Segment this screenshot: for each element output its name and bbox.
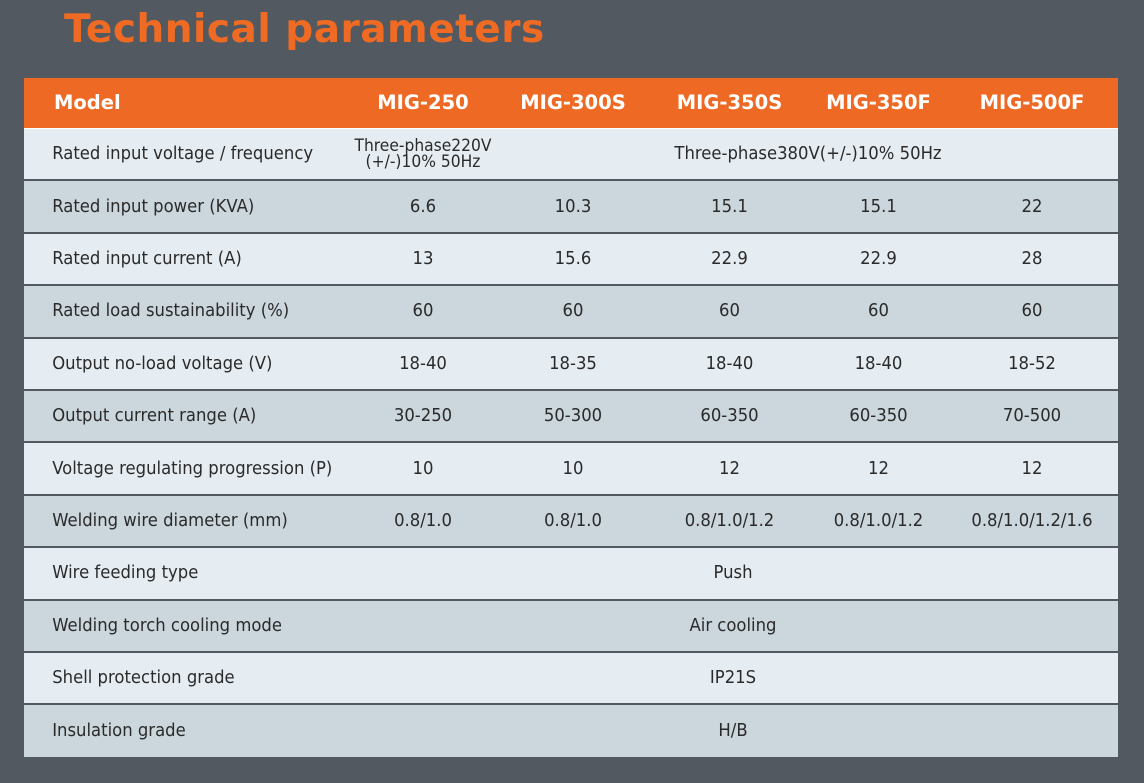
table-cell: H/B	[718, 720, 748, 741]
header-mig-350s: MIG-350S	[648, 78, 811, 129]
cell-line: (+/-)10% 50Hz	[365, 151, 481, 171]
table-cell: 10	[352, 442, 494, 496]
header-mig-350f: MIG-350F	[811, 78, 946, 129]
header-mig-300s: MIG-300S	[498, 78, 648, 129]
table-row: Insulation grade H/B	[24, 704, 1118, 757]
table-row: Rated input current (A) 13 15.6 22.9 22.…	[24, 232, 1118, 287]
table-cell: 18-52	[951, 337, 1113, 391]
page-title: Technical parameters	[64, 7, 545, 52]
header-mig-500f: MIG-500F	[946, 78, 1118, 129]
table-cell: 12	[951, 442, 1113, 496]
header-mig-250: MIG-250	[348, 78, 498, 129]
row-label: Rated load sustainability (%)	[24, 285, 329, 339]
table-cell: 0.8/1.0	[502, 494, 644, 549]
table-cell: 18-40	[352, 337, 494, 391]
table-row: Rated input voltage / frequency Three-ph…	[24, 128, 1118, 182]
table-cell: 60	[815, 285, 942, 339]
table-cell: 12	[815, 442, 942, 496]
table-cell: 0.8/1.0/1.2	[815, 494, 942, 549]
table-cell: 60-350	[652, 389, 807, 444]
row-label: Welding torch cooling mode	[24, 599, 329, 653]
table-row: Rated input power (KVA) 6.6 10.3 15.1 15…	[24, 180, 1118, 234]
table-cell: 28	[951, 232, 1113, 287]
table-cell: 10.3	[502, 180, 644, 234]
row-label: Welding wire diameter (mm)	[24, 494, 329, 549]
table-row: Shell protection grade IP21S	[24, 651, 1118, 706]
header-model: Model	[24, 78, 348, 129]
table-cell: 60	[951, 285, 1113, 339]
table-cell: 0.8/1.0/1.2	[652, 494, 807, 549]
table-row: Welding torch cooling mode Air cooling	[24, 599, 1118, 653]
table-cell: 22.9	[652, 232, 807, 287]
cell-line: Three-phase220V	[354, 135, 492, 155]
table-cell: 22.9	[815, 232, 942, 287]
table-header-row: Model MIG-250 MIG-300S MIG-350S MIG-350F…	[24, 78, 1118, 129]
table-cell: 13	[352, 232, 494, 287]
table-cell: 10	[502, 442, 644, 496]
table-cell: 18-40	[815, 337, 942, 391]
table-cell: 70-500	[951, 389, 1113, 444]
table-cell: 6.6	[352, 180, 494, 234]
technical-parameters-table: Model MIG-250 MIG-300S MIG-350S MIG-350F…	[24, 78, 1118, 757]
table-cell: 22	[951, 180, 1113, 234]
row-label: Insulation grade	[52, 720, 186, 741]
table-row: Voltage regulating progression (P) 10 10…	[24, 442, 1118, 496]
table-cell: 18-40	[652, 337, 807, 391]
table-cell: 30-250	[352, 389, 494, 444]
row-label: Voltage regulating progression (P)	[24, 442, 332, 496]
table-cell: 12	[652, 442, 807, 496]
table-cell: 0.8/1.0	[352, 494, 494, 549]
table-cell: Three-phase380V(+/-)10% 50Hz	[516, 128, 1100, 182]
table-cell: 18-35	[502, 337, 644, 391]
row-label: Rated input power (KVA)	[24, 180, 329, 234]
row-label: Shell protection grade	[24, 651, 329, 706]
table-cell: 50-300	[502, 389, 644, 444]
row-label: Wire feeding type	[24, 547, 329, 601]
row-label: Rated input current (A)	[24, 232, 329, 287]
table-row: Rated load sustainability (%) 60 60 60 6…	[24, 285, 1118, 339]
table-cell: 15.1	[652, 180, 807, 234]
row-label: Output no-load voltage (V)	[24, 337, 329, 391]
row-label: Output current range (A)	[24, 389, 329, 444]
table-cell: Air cooling	[371, 599, 1095, 653]
table-cell: 0.8/1.0/1.2/1.6	[951, 494, 1113, 549]
table-cell: 15.1	[815, 180, 942, 234]
table-row: Wire feeding type Push	[24, 547, 1118, 601]
table-cell: 60-350	[815, 389, 942, 444]
table-row: Output current range (A) 30-250 50-300 6…	[24, 389, 1118, 444]
table-cell: 60	[352, 285, 494, 339]
table-cell: 15.6	[502, 232, 644, 287]
table-cell: 60	[502, 285, 644, 339]
row-label: Rated input voltage / frequency	[24, 128, 329, 182]
table-cell: Push	[371, 547, 1095, 601]
table-cell: 60	[652, 285, 807, 339]
table-cell: Three-phase220V (+/-)10% 50Hz	[352, 128, 494, 182]
table-cell: IP21S	[371, 651, 1095, 706]
table-row: Output no-load voltage (V) 18-40 18-35 1…	[24, 337, 1118, 391]
table-row: Welding wire diameter (mm) 0.8/1.0 0.8/1…	[24, 494, 1118, 549]
